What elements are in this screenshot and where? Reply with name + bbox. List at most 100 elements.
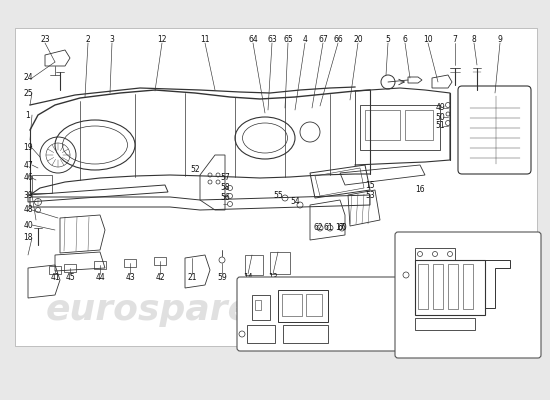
Bar — [49, 266, 61, 274]
Text: 41: 41 — [50, 274, 60, 282]
Text: 39: 39 — [23, 190, 33, 200]
Text: 19: 19 — [23, 144, 33, 152]
Text: 38: 38 — [443, 328, 453, 336]
Text: 42: 42 — [155, 274, 165, 282]
Text: 44: 44 — [95, 274, 105, 282]
Text: 13: 13 — [268, 274, 278, 282]
Text: 61: 61 — [323, 224, 333, 232]
Text: 15: 15 — [365, 180, 375, 190]
Text: 37: 37 — [425, 328, 435, 336]
Bar — [252, 295, 270, 320]
Text: 5: 5 — [386, 36, 390, 44]
Text: 9: 9 — [498, 36, 503, 44]
Text: 23: 23 — [40, 36, 50, 44]
Text: 6: 6 — [403, 36, 408, 44]
Bar — [282, 294, 302, 316]
Bar — [418, 264, 428, 309]
Text: 56: 56 — [220, 194, 230, 202]
Text: 71: 71 — [247, 280, 257, 288]
Text: 54: 54 — [290, 198, 300, 206]
Text: 24: 24 — [23, 74, 33, 82]
Bar — [306, 294, 322, 316]
Text: 33: 33 — [508, 244, 518, 252]
Text: 31: 31 — [473, 344, 483, 352]
Bar — [64, 264, 76, 272]
Text: 66: 66 — [333, 36, 343, 44]
Text: 58: 58 — [220, 184, 230, 192]
Text: 10: 10 — [423, 36, 433, 44]
Bar — [15, 28, 537, 346]
Text: 62: 62 — [313, 224, 323, 232]
Text: 16: 16 — [415, 186, 425, 194]
Bar — [245, 255, 263, 275]
Text: 53: 53 — [365, 190, 375, 200]
Text: 1: 1 — [26, 110, 30, 120]
Text: 43: 43 — [125, 274, 135, 282]
Bar — [270, 252, 290, 274]
Bar — [94, 261, 106, 269]
Text: 30: 30 — [425, 234, 435, 242]
Text: 29: 29 — [410, 244, 420, 252]
Bar — [448, 264, 458, 309]
Text: 67: 67 — [318, 36, 328, 44]
Text: 34: 34 — [523, 286, 533, 294]
Bar — [283, 325, 328, 343]
FancyBboxPatch shape — [237, 277, 398, 351]
Bar — [278, 290, 328, 322]
Bar — [32, 175, 52, 193]
Text: 69: 69 — [300, 340, 310, 350]
Text: 40: 40 — [23, 220, 33, 230]
Text: 65: 65 — [283, 36, 293, 44]
Bar — [360, 105, 440, 150]
Text: 14: 14 — [243, 274, 253, 282]
Text: 27: 27 — [445, 234, 455, 242]
Text: 8: 8 — [472, 36, 476, 44]
Text: 51: 51 — [435, 122, 445, 130]
Bar — [433, 264, 443, 309]
Text: 22: 22 — [450, 344, 460, 352]
Text: 20: 20 — [353, 36, 363, 44]
Text: 47: 47 — [23, 160, 33, 170]
Text: 55: 55 — [273, 190, 283, 200]
Text: 3: 3 — [109, 36, 114, 44]
Text: 21: 21 — [187, 274, 197, 282]
Text: 17: 17 — [335, 224, 345, 232]
Text: 57: 57 — [220, 174, 230, 182]
Text: 60: 60 — [337, 224, 347, 232]
Text: 49: 49 — [435, 104, 445, 112]
Text: 48: 48 — [23, 206, 33, 214]
Text: 70: 70 — [291, 280, 301, 288]
Text: 50: 50 — [435, 112, 445, 122]
Text: 36: 36 — [399, 258, 409, 266]
Bar — [415, 260, 485, 315]
Bar — [247, 325, 275, 343]
Bar — [463, 264, 473, 309]
Text: 64: 64 — [248, 36, 258, 44]
Text: 2: 2 — [86, 36, 90, 44]
Bar — [255, 300, 261, 310]
Text: 18: 18 — [23, 234, 33, 242]
Text: 68: 68 — [245, 340, 255, 350]
Text: eurospares: eurospares — [46, 293, 274, 327]
Text: 35: 35 — [399, 274, 409, 282]
Text: 28: 28 — [460, 234, 470, 242]
Bar — [415, 318, 475, 330]
Bar — [405, 110, 433, 140]
Text: 46: 46 — [23, 174, 33, 182]
Text: 32: 32 — [399, 290, 409, 300]
Text: 11: 11 — [200, 36, 210, 44]
Text: 52: 52 — [190, 166, 200, 174]
Text: 25: 25 — [23, 88, 33, 98]
Text: 7: 7 — [453, 36, 458, 44]
Bar — [154, 257, 166, 265]
Text: 12: 12 — [157, 36, 167, 44]
Text: 45: 45 — [65, 274, 75, 282]
Text: 4: 4 — [302, 36, 307, 44]
Bar — [415, 248, 455, 260]
Text: 59: 59 — [217, 274, 227, 282]
Text: eurospares: eurospares — [246, 293, 474, 327]
Text: 63: 63 — [267, 36, 277, 44]
Bar — [365, 110, 400, 140]
Bar — [124, 259, 136, 267]
FancyBboxPatch shape — [395, 232, 541, 358]
